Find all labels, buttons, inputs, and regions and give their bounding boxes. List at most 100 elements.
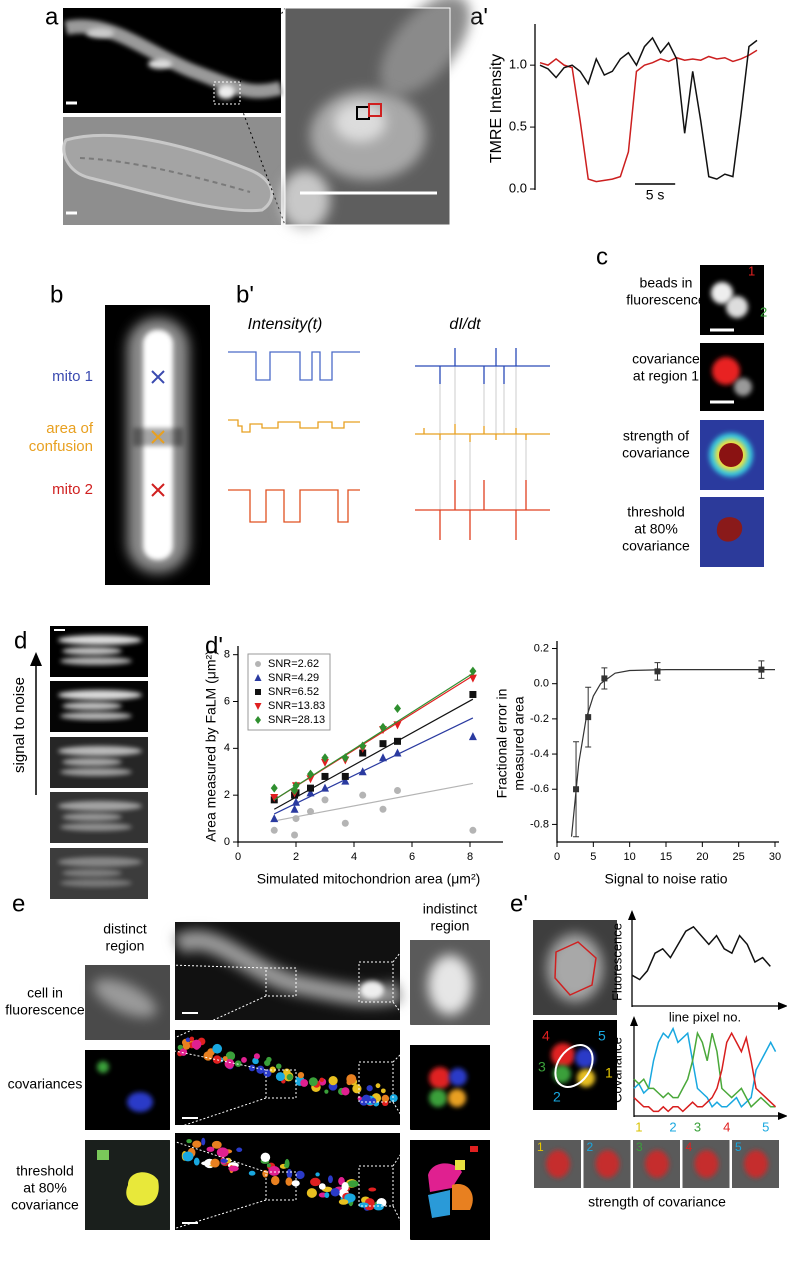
threshold-blob [186,1139,192,1144]
y-tick-label: 0 [224,836,230,848]
snr-arrow [30,652,42,795]
cov-dot [286,1073,293,1081]
threshold-blob [318,1183,326,1190]
bead-images-part [719,443,743,467]
threshold-blob [347,1180,359,1188]
line [633,1026,777,1109]
fluorescence-image [63,8,283,113]
legend-label: SNR=28.13 [268,714,325,726]
marker [359,749,367,757]
zoom-image-part [280,170,330,230]
trace-title: Intensity(t) [248,316,323,333]
zoom-lines [169,939,411,1241]
zoom-lines-part [169,995,267,1041]
cell-images-part [127,1092,153,1112]
thumb-blob [595,1150,620,1178]
zoom-lines-part [392,939,411,963]
cov-dot [269,1066,276,1073]
x-axis-label: Simulated mitochondrion area (μm²) [257,871,481,887]
marker [270,826,278,834]
cov-dot [370,1097,377,1104]
marker [292,781,300,791]
cov-dot [366,1085,373,1092]
panel-label: c [596,243,608,270]
threshold-blob [368,1187,377,1192]
cell-images-part [470,1146,478,1152]
threshold-blob [262,1170,269,1178]
x-axis-label: line pixel no. [669,1009,741,1024]
fluorescence-image-part [86,28,114,38]
y-tick-label: 0.5 [509,119,527,134]
cov-dot [328,1076,338,1086]
cov-dot [189,1036,195,1042]
region-label: 1 [605,1065,613,1081]
marker [379,740,387,748]
zoom-image-part [284,7,451,226]
threshold-blob [327,1175,333,1184]
y-tick-label: -0.2 [530,713,549,725]
cov-dot [352,1084,362,1094]
bead-images-part [734,378,752,396]
legend-marker [255,716,261,724]
row-label: threshold [627,504,685,520]
cov-dot [357,1096,362,1101]
threshold-blob [315,1172,320,1177]
marker [394,704,401,714]
threshold-blob [201,1137,206,1146]
thumb-blob [694,1150,719,1178]
marker [379,753,387,762]
cov-dot [203,1051,213,1061]
threshold-blob [192,1140,202,1148]
line [633,1031,777,1113]
cell-images-part [448,1089,466,1107]
marker [321,753,329,763]
cov-dot [234,1060,242,1067]
thumb-label: 3 [636,1140,643,1154]
mito-label: mito 1 [52,368,93,385]
marker [270,814,279,823]
zoom-lines-part [169,1199,267,1231]
marker [321,772,329,780]
zoom-lines-part [392,1139,411,1167]
zoom-lines-part [239,103,286,226]
zoom-lines-part [392,1101,411,1131]
x-tick-label: 25 [733,851,745,863]
y-tick-label: 1.0 [509,57,527,72]
y-tick-label: 4 [224,742,230,754]
zoom-lines-part [392,1044,411,1063]
thumb-blob [744,1150,768,1178]
cell-images-part [452,1184,473,1210]
x-tick-label: 5 [590,851,596,863]
threshold-blob [310,1177,321,1187]
schematic-traces-part [228,351,360,381]
line [539,49,758,183]
cell-images-part [177,1036,398,1107]
axis-arrow [628,910,636,920]
marker [270,794,279,803]
region-label: 2 [553,1089,561,1105]
cov-dot [224,1058,235,1069]
marker [341,776,350,785]
cov-dot [283,1068,291,1076]
x-tick-label: 5 [762,1119,769,1134]
cell-images [85,922,490,1240]
line [631,925,771,981]
row-label: at 80% [23,1180,67,1196]
line [633,1030,776,1109]
bead-images-part [726,296,748,318]
cov-dot [380,1088,386,1094]
cell-images-part [97,1150,109,1160]
cov-dot [346,1074,357,1085]
marker [307,808,314,816]
y-axis-label: Fractional error in [494,689,510,799]
y-tick-label: 0.0 [509,180,527,195]
bead-images-part [716,517,743,542]
bead-images-part [712,357,740,385]
column-label: indistinct [423,901,478,917]
schematic-traces-part [415,348,550,384]
cov-dot [212,1043,223,1054]
x-tick-label: 8 [467,851,473,863]
y-axis-label: Fluorescence [609,923,624,1001]
thumb-blob [645,1150,669,1178]
confusion-label: confusion [29,438,93,455]
